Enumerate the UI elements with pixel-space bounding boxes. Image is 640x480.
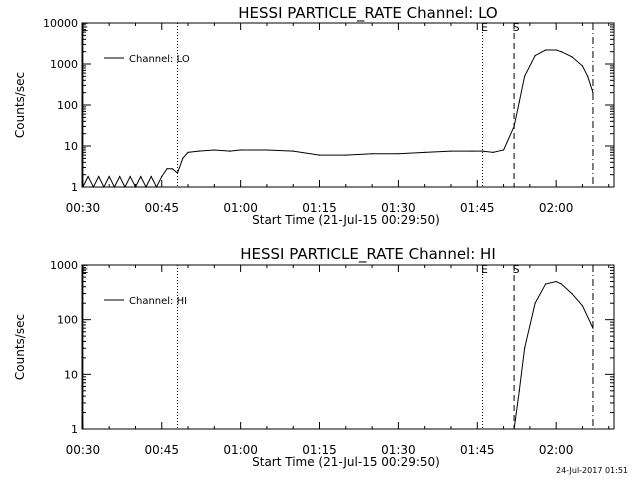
y-tick-label: 10000 xyxy=(43,17,78,30)
x-tick-label: 01:00 xyxy=(223,443,258,457)
y-tick-label: 10 xyxy=(64,368,78,381)
event-marker-label: E xyxy=(481,21,488,34)
series-line xyxy=(513,280,594,430)
panel-lo: HESSI PARTICLE_RATE Channel: LO 00:30 00:4… xyxy=(13,4,615,227)
x-tick-label: 00:30 xyxy=(66,201,101,215)
x-tick-label: 00:45 xyxy=(144,201,179,215)
y-tick-label: 1 xyxy=(71,423,78,436)
legend-label: Channel: HI xyxy=(129,296,187,307)
y-axis-label: Counts/sec xyxy=(13,314,27,380)
event-marker-label: S xyxy=(513,21,520,34)
event-marker-label: E xyxy=(81,263,88,276)
x-tick-label: 01:30 xyxy=(381,443,416,457)
y-tick-label: 1000 xyxy=(50,259,78,272)
plot-frame xyxy=(81,264,615,430)
x-axis-label: Start Time (21-Jul-15 00:29:50) xyxy=(252,213,440,227)
x-tick-label: 02:00 xyxy=(539,201,574,215)
y-tick-label: 10 xyxy=(64,140,78,153)
event-marker-label: S xyxy=(513,263,520,276)
x-tick-label: 01:45 xyxy=(460,201,495,215)
chart-title: HESSI PARTICLE_RATE Channel: HI xyxy=(240,245,496,264)
y-axis-label: Counts/sec xyxy=(13,72,27,138)
chart-title: HESSI PARTICLE_RATE Channel: LO xyxy=(238,4,497,23)
y-tick-label: 100 xyxy=(57,314,78,327)
x-axis-label: Start Time (21-Jul-15 00:29:50) xyxy=(252,455,440,469)
x-tick-label: 02:00 xyxy=(539,443,574,457)
event-marker-label: E xyxy=(481,263,488,276)
x-tick-label: 01:15 xyxy=(302,443,337,457)
legend-label: Channel: LO xyxy=(129,54,190,65)
x-tick-label: 01:15 xyxy=(302,201,337,215)
x-tick-label: 01:00 xyxy=(223,201,258,215)
x-tick-label: 00:45 xyxy=(144,443,179,457)
y-tick-label: 100 xyxy=(57,99,78,112)
x-tick-label: 01:30 xyxy=(381,201,416,215)
y-tick-label: 1000 xyxy=(50,58,78,71)
y-tick-label: 1 xyxy=(71,181,78,194)
print-timestamp: 24-Jul-2017 01:51 xyxy=(556,466,629,475)
x-tick-label: 00:30 xyxy=(66,443,101,457)
panel-hi: HESSI PARTICLE_RATE Channel: HI 00:30 00:4… xyxy=(13,245,615,469)
event-marker-label: E xyxy=(81,21,88,34)
x-tick-label: 01:45 xyxy=(460,443,495,457)
series-line xyxy=(82,49,594,189)
plot-frame xyxy=(81,22,615,188)
